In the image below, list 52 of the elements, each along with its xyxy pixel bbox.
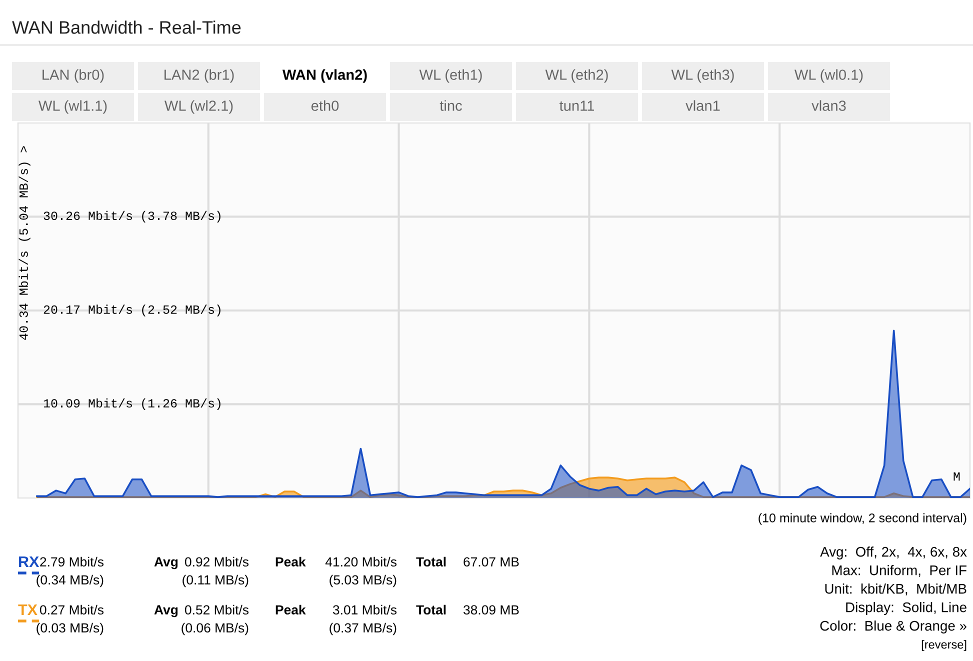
text: LAN2 (br1) bbox=[164, 69, 234, 83]
annotation: (2.52 MB/s) bbox=[142, 304, 220, 316]
text: RX bbox=[19, 556, 40, 567]
text: (0.11 MB/s) bbox=[182, 574, 248, 588]
text: (0.37 MB/s) bbox=[330, 622, 396, 636]
text: tinc bbox=[440, 100, 462, 111]
text: [reverse] bbox=[922, 640, 966, 652]
text: Avg bbox=[154, 557, 178, 570]
text: Unit: kbit/KB, Mbit/MB bbox=[825, 584, 966, 596]
y-tick-label: 20.17 Mbit/s bbox=[44, 304, 132, 314]
y-tick-label: 30.26 Mbit/s bbox=[44, 210, 132, 220]
text: (5.03 MB/s) bbox=[330, 574, 396, 588]
text: WAN (vlan2) bbox=[282, 69, 367, 83]
text: vlan3 bbox=[812, 100, 846, 111]
text: 67.07 MB bbox=[464, 557, 519, 567]
text: 0.27 Mbit/s bbox=[40, 604, 104, 615]
y-axis-title: 40.34 Mbit/s (5.04 MB/s) > bbox=[18, 146, 30, 340]
text: WL (wl0.1) bbox=[794, 69, 863, 83]
text: WL (wl2.1) bbox=[164, 100, 233, 114]
text: eth0 bbox=[311, 100, 339, 111]
text: TX bbox=[18, 604, 38, 615]
text: Color: Blue & Orange » bbox=[820, 620, 966, 634]
text: LAN (br0) bbox=[42, 69, 104, 83]
text: 2.79 Mbit/s bbox=[40, 556, 104, 567]
text: (10 minute window, 2 second interval) bbox=[758, 513, 966, 525]
text: tun11 bbox=[560, 100, 594, 111]
text: Display: Solid, Line bbox=[846, 602, 966, 615]
text: WL (eth2) bbox=[545, 69, 608, 83]
text: (0.03 MB/s) bbox=[36, 622, 104, 636]
text: Max: Uniform, Per IF bbox=[832, 565, 966, 577]
text: WL (eth3) bbox=[671, 69, 734, 83]
text: Avg bbox=[154, 605, 178, 618]
text: Peak bbox=[276, 604, 306, 615]
text: Total bbox=[416, 604, 446, 615]
text: 0.52 Mbit/s bbox=[184, 604, 249, 615]
text: 0.92 Mbit/s bbox=[184, 556, 249, 567]
text: Total bbox=[416, 556, 446, 567]
annotation: M bbox=[954, 472, 960, 481]
text: WL (wl1.1) bbox=[38, 100, 107, 114]
chart-title: WAN Bandwidth - Real-Time bbox=[12, 20, 241, 34]
text: Avg: Off, 2x, 4x, 6x, 8x bbox=[820, 546, 967, 560]
text: vlan1 bbox=[686, 100, 720, 111]
text: 38.09 MB bbox=[464, 605, 519, 615]
text: Peak bbox=[276, 556, 306, 567]
annotation: (1.26 MB/s) bbox=[142, 398, 220, 410]
y-tick-label: 10.09 Mbit/s bbox=[44, 398, 132, 408]
text: 41.20 Mbit/s bbox=[325, 556, 397, 567]
annotation: (3.78 MB/s) bbox=[142, 210, 220, 223]
text: (0.34 MB/s) bbox=[36, 574, 104, 588]
text: WL (eth1) bbox=[419, 69, 482, 83]
text: 3.01 Mbit/s bbox=[332, 604, 397, 615]
text: (0.06 MB/s) bbox=[182, 622, 248, 636]
